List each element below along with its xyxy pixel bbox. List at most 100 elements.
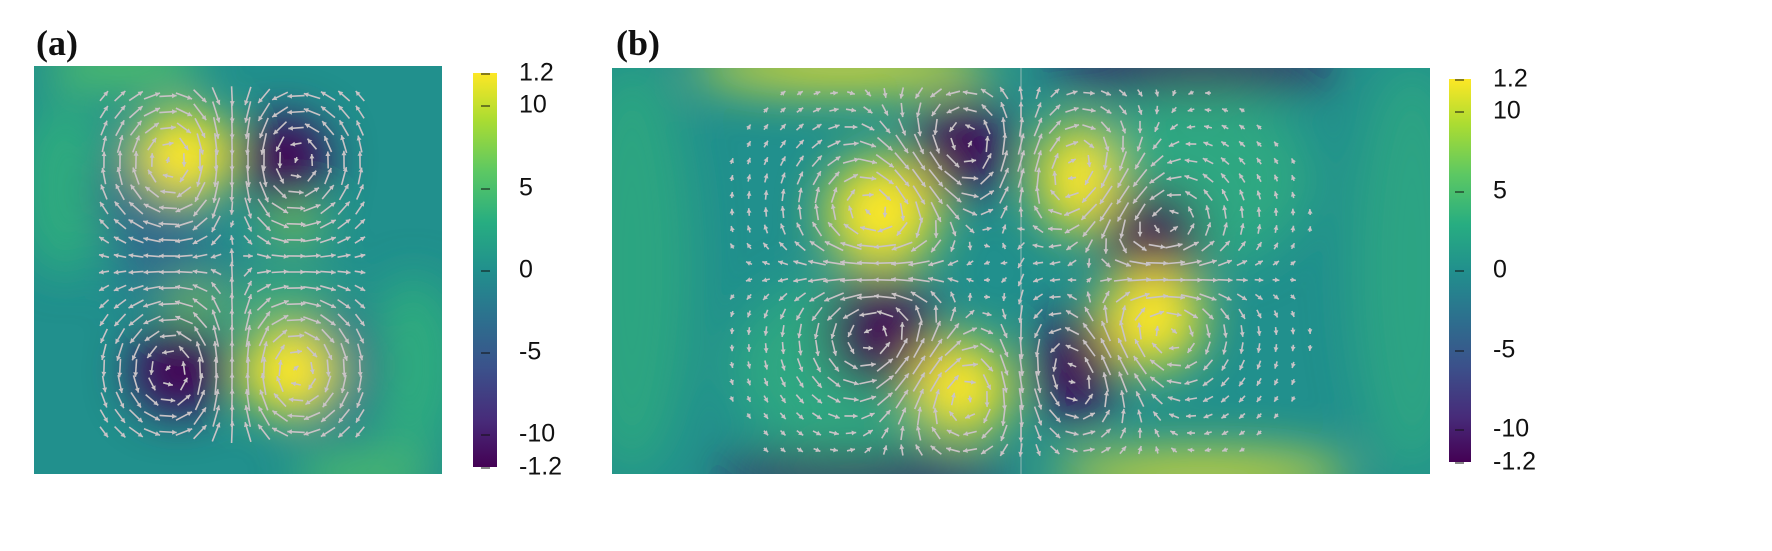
arrow-head (1121, 91, 1127, 97)
arrow-head (834, 414, 840, 419)
arrow-head (1240, 241, 1246, 247)
arrow-head (1125, 262, 1131, 267)
arrow-head (1124, 291, 1130, 297)
arrow-head (1185, 141, 1191, 147)
arrow-head (808, 278, 813, 284)
arrow-head (840, 277, 845, 283)
arrow-head (1090, 430, 1096, 435)
arrow-head (1196, 295, 1202, 301)
arrow-head (1257, 242, 1262, 248)
arrow-head (99, 269, 104, 275)
arrow-head (359, 219, 365, 225)
arrow-head (877, 227, 883, 233)
arrow-head (1149, 178, 1155, 184)
arrow-head (1273, 347, 1279, 352)
arrow-head (103, 91, 108, 97)
arrow-head (1048, 243, 1054, 249)
arrow-head (933, 305, 939, 310)
arrow-head (857, 260, 862, 266)
arrow-head (359, 320, 365, 326)
arrow-head (1054, 88, 1060, 94)
arrow-head (1144, 292, 1150, 298)
arrow-head (1167, 192, 1172, 198)
arrow-head (1018, 451, 1024, 457)
arrow-head (931, 111, 937, 117)
arrow-head (303, 92, 309, 98)
arrow-head (201, 425, 207, 431)
arrow-head (1152, 211, 1158, 217)
arrow-head (796, 315, 801, 321)
arrow-head (272, 427, 278, 433)
arrow-head (1171, 107, 1177, 113)
arrow-head (229, 405, 235, 410)
arrow-head (356, 387, 362, 393)
arrow-head (120, 105, 126, 111)
arrow-head (229, 389, 235, 394)
arrow-head (137, 432, 143, 437)
arrow-head (158, 221, 164, 227)
arrow-head (1150, 161, 1156, 167)
arrow-head (303, 108, 309, 113)
arrow-head (834, 171, 840, 177)
arrow-head (245, 373, 251, 378)
arrow-head (99, 286, 105, 291)
arrow-head (832, 187, 838, 193)
arrow-head (1193, 241, 1199, 247)
arrow-head (1137, 322, 1142, 328)
arrow-head (955, 357, 961, 363)
arrow-head (1134, 373, 1139, 379)
arrow-head (1072, 90, 1078, 95)
arrow-head (119, 403, 125, 409)
arrow-head (341, 372, 347, 378)
arrow-head (247, 226, 252, 232)
arrow-head (192, 269, 198, 275)
arrow-head (745, 277, 751, 282)
arrow-head (951, 392, 956, 398)
arrow-head (172, 109, 177, 115)
arrow-head (796, 222, 801, 228)
arrow-head (1002, 205, 1008, 211)
arrow-head (908, 276, 914, 282)
arrow-head (1034, 332, 1039, 338)
arrow-head (779, 295, 784, 301)
arrow-head (229, 248, 235, 254)
arrow-head (797, 91, 803, 96)
arrow-head (309, 154, 315, 159)
arrow-head (812, 221, 817, 228)
arrow-head (265, 239, 271, 245)
arrow-head (1167, 159, 1173, 165)
arrow-head (263, 341, 268, 347)
arrow-head (1239, 397, 1244, 403)
arrow-head (1104, 291, 1110, 297)
arrow-head (330, 202, 336, 208)
arrow-head (128, 236, 134, 242)
arrow-head (1256, 380, 1262, 386)
arrow-head (798, 430, 804, 436)
arrow-head (159, 333, 165, 339)
arrow-head (187, 95, 193, 100)
arrow-head (824, 297, 830, 302)
arrow-head (324, 136, 329, 142)
arrow-head (871, 395, 877, 401)
arrow-head (129, 202, 135, 207)
arrow-head (1135, 339, 1140, 345)
arrow-head (1256, 413, 1262, 419)
arrow-head (1134, 215, 1140, 221)
arrow-head (1072, 396, 1078, 402)
arrow-head (936, 216, 942, 222)
arrow-head (1172, 226, 1178, 231)
arrow-head (967, 293, 973, 298)
arrow-head (1090, 90, 1095, 96)
arrow-head (175, 223, 181, 228)
arrow-head (1089, 447, 1095, 453)
arrow-head (1000, 421, 1006, 426)
arrow-head (834, 124, 840, 129)
arrow-head (168, 141, 174, 147)
arrow-head (114, 201, 120, 207)
arrow-head (1242, 260, 1248, 265)
arrow-head (746, 191, 752, 196)
arrow-head (120, 90, 126, 96)
arrow-head (1072, 447, 1078, 453)
arrow-head (746, 396, 751, 402)
arrow-head (356, 120, 361, 126)
